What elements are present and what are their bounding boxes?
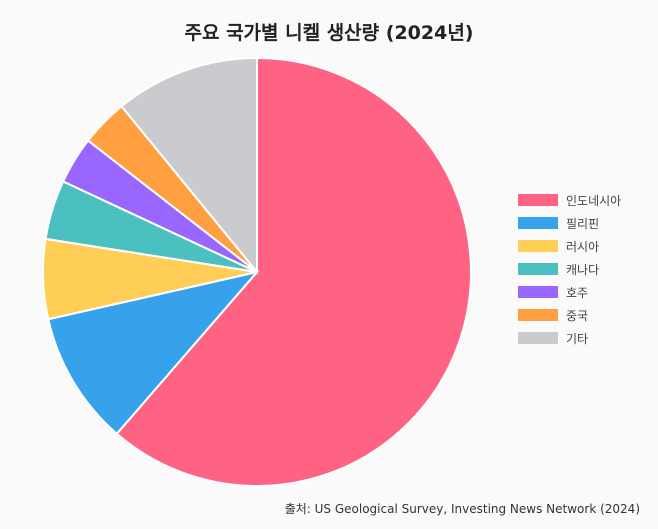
- legend-label: 필리핀: [566, 216, 600, 231]
- legend-label: 기타: [566, 331, 589, 346]
- legend-item[interactable]: 호주: [518, 284, 621, 300]
- legend-item[interactable]: 러시아: [518, 238, 621, 254]
- legend-swatch: [518, 217, 558, 229]
- legend-item[interactable]: 기타: [518, 330, 621, 346]
- legend-item[interactable]: 캐나다: [518, 261, 621, 277]
- legend-label: 호주: [566, 285, 589, 300]
- chart-title: 주요 국가별 니켈 생산량 (2024년): [184, 22, 474, 44]
- legend-label: 중국: [566, 308, 589, 323]
- legend-item[interactable]: 중국: [518, 307, 621, 323]
- legend-item[interactable]: 인도네시아: [518, 192, 621, 208]
- legend-swatch: [518, 286, 558, 298]
- pie-slice-2: [47, 270, 260, 436]
- legend-swatch: [518, 309, 558, 321]
- legend-swatch: [518, 194, 558, 206]
- legend-swatch: [518, 263, 558, 275]
- legend-label: 캐나다: [566, 262, 600, 277]
- legend-label: 러시아: [566, 239, 600, 254]
- legend-item[interactable]: 필리핀: [518, 215, 621, 231]
- legend-swatch: [518, 332, 558, 344]
- legend-swatch: [518, 240, 558, 252]
- legend-label: 인도네시아: [566, 193, 622, 208]
- pie-slice-7: [120, 56, 258, 275]
- pie-slices: [42, 56, 472, 487]
- pie-slice-1: [115, 56, 472, 487]
- source-note: 출처: US Geological Survey, Investing News…: [284, 502, 640, 516]
